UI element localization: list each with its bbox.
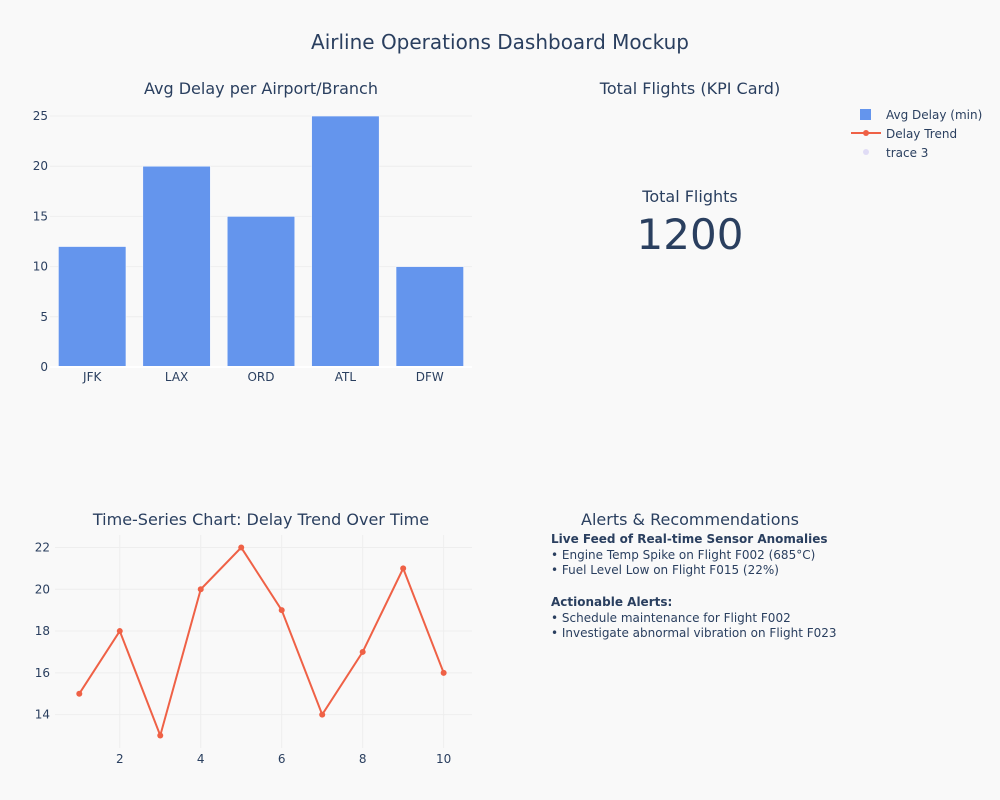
y-tick-label: 5 [40,310,48,324]
data-point [319,711,326,718]
alert-item: • Investigate abnormal vibration on Flig… [551,626,837,641]
delay-trend-line [78,545,445,739]
legend-item-avg-delay[interactable]: Avg Delay (min) [850,105,982,124]
legend-label: Avg Delay (min) [886,107,983,122]
line-chart-title: Time-Series Chart: Delay Trend Over Time [92,510,430,529]
data-point [116,628,123,635]
alert-item: • Engine Temp Spike on Flight F002 (685°… [551,547,816,562]
bar [226,216,296,368]
alerts-section-heading: Actionable Alerts: [551,594,673,609]
bar [395,266,464,368]
legend-item-trace-3[interactable]: trace 3 [850,143,982,162]
kpi-value: 1200 [636,210,744,259]
bar-chart-title: Avg Delay per Airport/Branch [144,79,378,98]
legend-bar-swatch [850,105,882,124]
kpi-label: Total Flights [642,187,738,206]
alerts-section-heading: Live Feed of Real-time Sensor Anomalies [551,532,828,546]
dashboard-title: Airline Operations Dashboard Mockup [311,30,689,54]
data-point [197,586,204,593]
legend-line-swatch [850,124,882,143]
bar [311,115,380,368]
y-tick-label: 20 [35,582,50,596]
kpi-card-title: Total Flights (KPI Card) [599,79,781,98]
y-tick-label: 20 [33,159,48,173]
data-point [400,565,407,572]
legend-label: trace 3 [886,145,929,160]
y-tick-label: 14 [35,708,50,722]
x-tick-label: ATL [335,370,357,384]
x-tick-label: 4 [197,752,205,766]
alerts-panel: Live Feed of Real-time Sensor Anomalies … [551,532,981,642]
legend[interactable]: Avg Delay (min) Delay Trend trace 3 [850,105,982,162]
data-point [238,544,245,551]
x-tick-label: ORD [247,370,274,384]
legend-label: Delay Trend [886,126,958,141]
legend-item-delay-trend[interactable]: Delay Trend [850,124,982,143]
data-point [278,607,285,614]
data-point [440,669,447,676]
x-tick-label: DFW [416,370,444,384]
y-tick-label: 22 [35,541,50,555]
legend-dot-swatch [850,143,882,162]
x-tick-label: 8 [359,752,367,766]
y-tick-label: 16 [35,666,50,680]
spacer [551,579,981,595]
y-tick-label: 25 [33,109,48,123]
y-tick-label: 10 [33,260,48,274]
x-tick-label: 6 [278,752,286,766]
y-tick-label: 0 [40,360,48,374]
bar [142,165,211,368]
y-tick-label: 15 [33,209,48,223]
data-point [76,690,83,697]
alert-item: • Fuel Level Low on Flight F015 (22%) [551,563,779,578]
x-tick-label: 10 [436,752,451,766]
x-tick-label: LAX [165,370,188,384]
alerts-panel-title: Alerts & Recommendations [581,510,799,529]
data-point [157,732,164,739]
data-point [359,648,366,655]
x-tick-label: JFK [82,370,102,384]
alert-item: • Schedule maintenance for Flight F002 [551,610,791,625]
y-tick-label: 18 [35,624,50,638]
x-tick-label: 2 [116,752,124,766]
